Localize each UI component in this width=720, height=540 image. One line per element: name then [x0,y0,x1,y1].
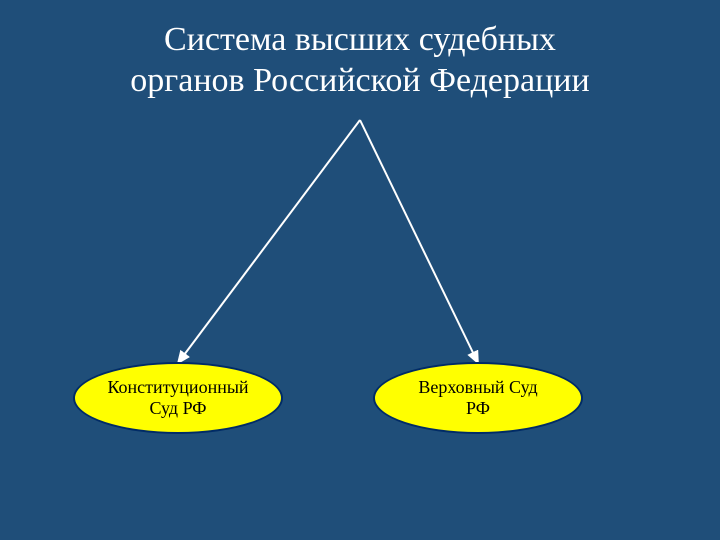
diagram-arrows [0,0,720,540]
arrow-left [178,120,360,363]
node-label-line-1: Верховный Суд [418,377,537,398]
node-label-line-2: РФ [418,398,537,419]
arrow-right [360,120,478,363]
node-label-line-1: Конституционный [107,377,248,398]
node-label-line-2: Суд РФ [107,398,248,419]
slide-background: Система высших судебных органов Российск… [0,0,720,540]
node-supreme-court: Верховный Суд РФ [373,362,583,434]
node-label: Верховный Суд РФ [418,377,537,418]
node-constitutional-court: Конституционный Суд РФ [73,362,283,434]
node-label: Конституционный Суд РФ [107,377,248,418]
